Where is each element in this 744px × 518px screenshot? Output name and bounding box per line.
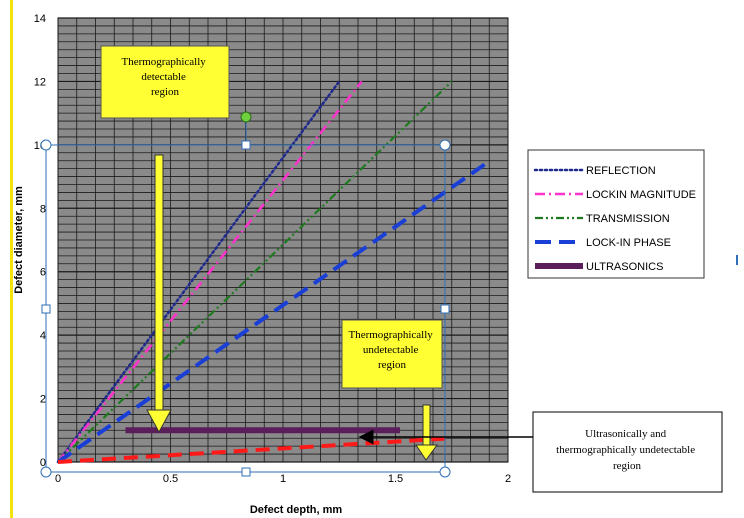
resize-handle-tl[interactable]	[40, 139, 52, 151]
x-tick-label: 2	[505, 473, 511, 485]
callout-detectable-line1: Thermographically	[121, 56, 206, 68]
selection-frame[interactable]	[40, 111, 451, 478]
callout-detectable-line3: region	[151, 86, 180, 98]
x-axis-label: Defect depth, mm	[250, 504, 343, 516]
callout-detectable-line2: detectable	[141, 71, 186, 83]
yellow-arrow-undetectable	[415, 404, 438, 461]
legend-label: ULTRASONICS	[586, 261, 663, 273]
legend-label: LOCKIN MAGNITUDE	[586, 189, 696, 201]
y-tick-label: 4	[40, 330, 46, 342]
left-rule	[10, 0, 13, 518]
series-line-transmission	[57, 80, 453, 463]
callout-ultrasonic-thermo: Ultrasonically and thermographically und…	[358, 411, 723, 493]
y-axis-label: Defect diameter, mm	[13, 186, 25, 294]
legend-label: LOCK-IN PHASE	[586, 237, 671, 249]
x-tick-label: 0	[55, 473, 61, 485]
legend: REFLECTION LOCKIN MAGNITUDE TRANSMISSION LO…	[527, 149, 705, 279]
callout-undetectable-line3: region	[378, 359, 407, 371]
callout-undetectable-line1: Thermographically	[348, 329, 433, 341]
resize-handle-bl[interactable]	[40, 466, 52, 478]
svg-text:Thermographically detect: Thermographically detectable region	[121, 56, 208, 98]
y-tick-label: 12	[34, 76, 46, 88]
y-tick-label: 8	[40, 203, 46, 215]
svg-text:Ultrasonically and therm: Ultrasonically and thermographically und…	[556, 428, 698, 472]
resize-handle-bottom[interactable]	[241, 467, 251, 477]
callout-detectable: Thermographically detectable region	[100, 45, 230, 119]
y-tick-label: 0	[40, 457, 46, 469]
yellow-arrow-detectable	[146, 154, 172, 434]
resize-handle-tr[interactable]	[439, 139, 451, 151]
callout-undetectable: Thermographically undetectable region	[341, 319, 443, 389]
edge-mark	[736, 255, 738, 265]
x-tick-label: 1	[280, 473, 286, 485]
svg-text:Thermographically undete: Thermographically undetectable region	[348, 329, 435, 371]
x-tick-label: 1.5	[388, 473, 403, 485]
series-line-lock-in-phase	[56, 159, 492, 464]
y-tick-label: 6	[40, 267, 46, 279]
x-tick-label: 0.5	[163, 473, 178, 485]
grid	[57, 17, 509, 463]
resize-handle-left[interactable]	[41, 304, 51, 314]
y-tick-label: 14	[34, 13, 46, 25]
callout-ut-line3: region	[613, 460, 642, 472]
x-tick-labels: 0 0.5 1 1.5 2	[55, 473, 511, 485]
legend-label: REFLECTION	[586, 165, 656, 177]
resize-handle-br[interactable]	[439, 466, 451, 478]
callout-ut-line1: Ultrasonically and	[585, 428, 666, 440]
callout-ut-line2: thermographically undetectable	[556, 444, 695, 456]
resize-handle-top[interactable]	[241, 140, 251, 150]
callout-undetectable-line2: undetectable	[363, 344, 419, 356]
legend-label: TRANSMISSION	[586, 213, 670, 225]
rotate-handle[interactable]	[240, 111, 252, 123]
resize-handle-right[interactable]	[440, 304, 450, 314]
y-tick-label: 2	[40, 394, 46, 406]
